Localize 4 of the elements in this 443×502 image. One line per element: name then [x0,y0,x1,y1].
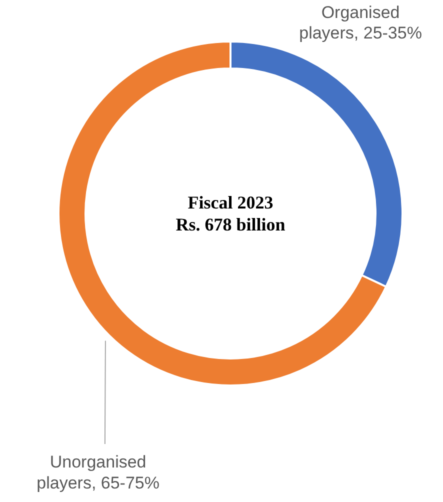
slice-label: Unorganised players, 65-75% [36,452,160,492]
text: Fiscal 2023 [188,192,274,212]
text: Rs. 678 billion [176,214,286,235]
slice-label: Organised players, 25-35% [299,2,422,43]
